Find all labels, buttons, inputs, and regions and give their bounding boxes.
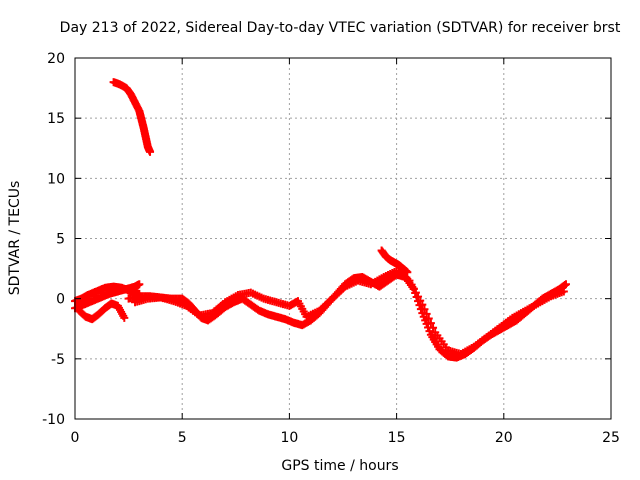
- data-point-interp: [414, 292, 423, 301]
- data-point-interp: [206, 309, 215, 318]
- data-point-interp: [426, 319, 435, 328]
- data-point: [418, 300, 427, 309]
- data-point-interp: [252, 304, 261, 313]
- x-tick-label: 10: [280, 430, 298, 446]
- y-tick-label: -10: [42, 412, 65, 428]
- data-point-interp: [506, 315, 515, 324]
- y-tick-label: 15: [47, 111, 65, 127]
- x-tick-label: 20: [495, 430, 513, 446]
- grid-lines: [75, 58, 611, 419]
- y-tick-label: 5: [56, 232, 65, 248]
- y-tick-label: 20: [47, 51, 65, 67]
- x-axis-label: GPS time / hours: [281, 458, 398, 474]
- series-track-c: [75, 299, 129, 324]
- data-point-interp: [429, 323, 438, 332]
- data-point-interp: [218, 300, 227, 309]
- data-point-interp: [557, 288, 566, 297]
- data-point-interp: [560, 281, 569, 290]
- x-axis-ticks: 0 5 10 15 20 25: [71, 58, 620, 446]
- x-tick-label: 15: [388, 430, 406, 446]
- x-tick-label: 0: [71, 430, 80, 446]
- data-point-interp: [180, 301, 189, 310]
- data-point-interp: [411, 288, 420, 297]
- data-point-interp: [441, 343, 450, 352]
- data-point-interp: [339, 284, 347, 293]
- data-point-interp: [493, 325, 502, 334]
- data-point-interp: [270, 297, 279, 306]
- data-point-interp: [422, 309, 431, 318]
- data-point-interp: [402, 267, 411, 276]
- data-point-interp: [377, 274, 386, 283]
- x-tick-label: 5: [178, 430, 187, 446]
- data-point-interp: [134, 280, 143, 289]
- data-point-interp: [424, 314, 433, 323]
- data-point-interp: [416, 296, 425, 305]
- series-parallel-trace: [131, 266, 568, 359]
- chart-title: Day 213 of 2022, Sidereal Day-to-day VTE…: [60, 20, 621, 36]
- data-point-interp: [420, 305, 429, 314]
- data-point-interp: [407, 280, 416, 289]
- data-point-interp: [544, 293, 553, 302]
- y-tick-label: 10: [47, 171, 65, 187]
- y-tick-label: 0: [56, 292, 65, 308]
- data-point-interp: [409, 284, 418, 293]
- y-axis-label: SDTVAR / TECUs: [7, 181, 23, 296]
- data-point-interp: [243, 298, 252, 307]
- data-point-interp: [480, 334, 489, 343]
- data-point-interp: [257, 293, 266, 302]
- x-tick-label: 25: [602, 430, 620, 446]
- y-axis-ticks: -10 -5 0 5 10 15 20: [42, 51, 611, 428]
- y-tick-label: -5: [51, 352, 65, 368]
- data-point-interp: [313, 307, 322, 316]
- data-point-interp: [531, 300, 540, 309]
- data-point-interp: [467, 344, 476, 353]
- data-point-interp: [231, 292, 240, 301]
- data-point-interp: [519, 307, 528, 316]
- data-point-interp: [167, 296, 176, 305]
- data-point-interp: [326, 296, 335, 305]
- data-point-interp: [119, 311, 128, 320]
- series-arc-early-high: [109, 78, 155, 156]
- data-point-interp: [145, 147, 154, 156]
- series-short-arc-15h: [377, 246, 412, 277]
- data-point-interp: [403, 275, 412, 284]
- data-points: [71, 78, 570, 362]
